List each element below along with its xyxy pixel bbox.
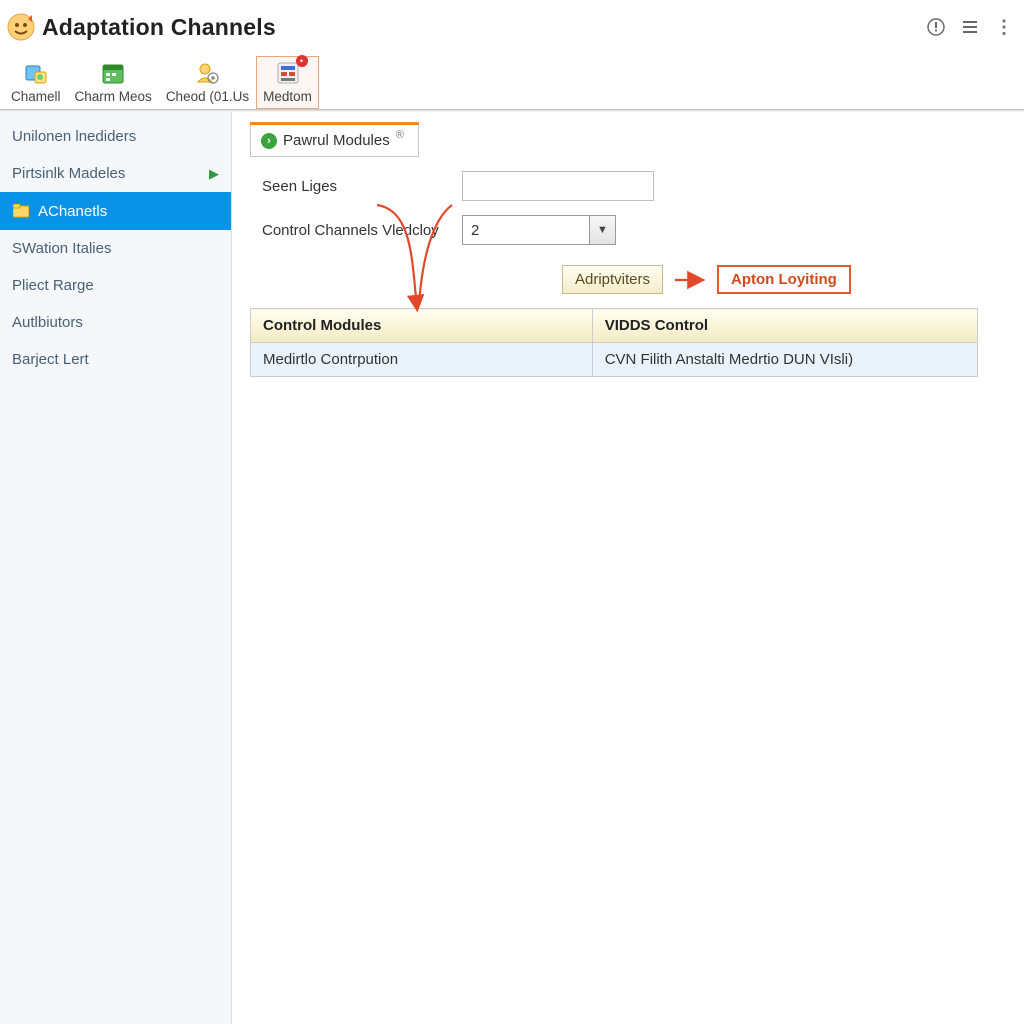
table-header[interactable]: Control Modules	[251, 309, 593, 343]
seen-liges-input[interactable]	[462, 171, 654, 201]
main-area: Unilonen lnediders Pirtsinlk Madeles ▶ A…	[0, 112, 1024, 1024]
sidebar-item-autlbiutors[interactable]: Autlbiutors	[0, 304, 231, 341]
sidebar-item-pirtsinlk[interactable]: Pirtsinlk Madeles ▶	[0, 155, 231, 192]
table-cell: Medirtlo Contrpution	[251, 343, 593, 377]
tab-pawrul-modules[interactable]: › Pawrul Modules ®	[250, 125, 419, 157]
sidebar-item-unilonen[interactable]: Unilonen lnediders	[0, 118, 231, 155]
calendar-icon	[99, 59, 127, 87]
form-label: Control Channels Vledcloy	[262, 222, 462, 239]
sidebar-item-swation[interactable]: SWation Italies	[0, 230, 231, 267]
sidebar-item-pliect[interactable]: Pliect Rarge	[0, 267, 231, 304]
app-icon	[6, 12, 36, 42]
content-pane: › Pawrul Modules ® Seen Liges Control Ch…	[232, 112, 1024, 1024]
header-bar: Adaptation Channels ⋮	[0, 0, 1024, 48]
sidebar: Unilonen lnediders Pirtsinlk Madeles ▶ A…	[0, 112, 232, 1024]
sidebar-item-achanetls[interactable]: AChanetls	[0, 192, 231, 230]
modules-table: Control Modules VIDDS Control Medirtlo C…	[250, 308, 978, 377]
control-channels-select[interactable]: 2 ▼	[462, 215, 616, 245]
more-icon[interactable]: ⋮	[994, 17, 1014, 37]
annotation-arrow-right-icon	[673, 270, 707, 290]
form-label: Seen Liges	[262, 178, 462, 195]
form-row-control-channels: Control Channels Vledcloy 2 ▼	[262, 215, 1006, 245]
sidebar-item-label: SWation Italies	[12, 240, 112, 257]
chamell-icon	[22, 59, 50, 87]
toolbar-btn-charm[interactable]: Charm Meos	[68, 56, 159, 109]
chevron-right-icon: ▶	[209, 166, 219, 182]
adriptviters-button[interactable]: Adriptviters	[562, 265, 663, 294]
table-cell: CVN Filith Anstalti Medrtio DUN VIsli)	[592, 343, 977, 377]
toolbar-label: Cheod (01.Us	[166, 89, 249, 104]
table-header-row: Control Modules VIDDS Control	[251, 309, 978, 343]
table-header[interactable]: VIDDS Control	[592, 309, 977, 343]
dropdown-button-icon[interactable]: ▼	[589, 216, 615, 244]
apton-loyiting-button[interactable]: Apton Loyiting	[717, 265, 851, 294]
list-icon[interactable]	[960, 17, 980, 37]
toolbar: Chamell Charm Meos Cheod (01.Us	[0, 48, 1024, 110]
sidebar-item-label: AChanetls	[38, 203, 107, 220]
page-title: Adaptation Channels	[42, 14, 276, 41]
toolbar-label: Chamell	[11, 89, 61, 104]
sidebar-item-label: Unilonen lnediders	[12, 128, 136, 145]
toolbar-label: Medtom	[263, 89, 312, 104]
toolbar-btn-chamell[interactable]: Chamell	[4, 56, 68, 109]
header-actions: ⋮	[926, 17, 1014, 37]
sidebar-item-label: Autlbiutors	[12, 314, 83, 331]
toolbar-label: Charm Meos	[75, 89, 152, 104]
user-gear-icon	[193, 59, 221, 87]
sidebar-item-label: Pirtsinlk Madeles	[12, 165, 125, 182]
toolbar-btn-medtom[interactable]: • Medtom	[256, 56, 319, 109]
badge-icon: •	[296, 55, 308, 67]
tab-status-icon: ›	[261, 133, 277, 149]
module-icon: •	[274, 59, 302, 87]
info-icon[interactable]	[926, 17, 946, 37]
action-button-row: Adriptviters Apton Loyiting	[562, 265, 1006, 294]
sidebar-item-barject[interactable]: Barject Lert	[0, 341, 231, 378]
tab-label: Pawrul Modules	[283, 132, 390, 149]
tab-strip: › Pawrul Modules ®	[250, 122, 419, 157]
sidebar-item-label: Barject Lert	[12, 351, 89, 368]
toolbar-btn-cheod[interactable]: Cheod (01.Us	[159, 56, 256, 109]
table-row[interactable]: Medirtlo Contrpution CVN Filith Anstalti…	[251, 343, 978, 377]
sidebar-item-label: Pliect Rarge	[12, 277, 94, 294]
folder-icon	[12, 202, 30, 220]
select-value: 2	[463, 220, 589, 241]
form-row-seen: Seen Liges	[262, 171, 1006, 201]
registered-icon: ®	[396, 129, 404, 141]
